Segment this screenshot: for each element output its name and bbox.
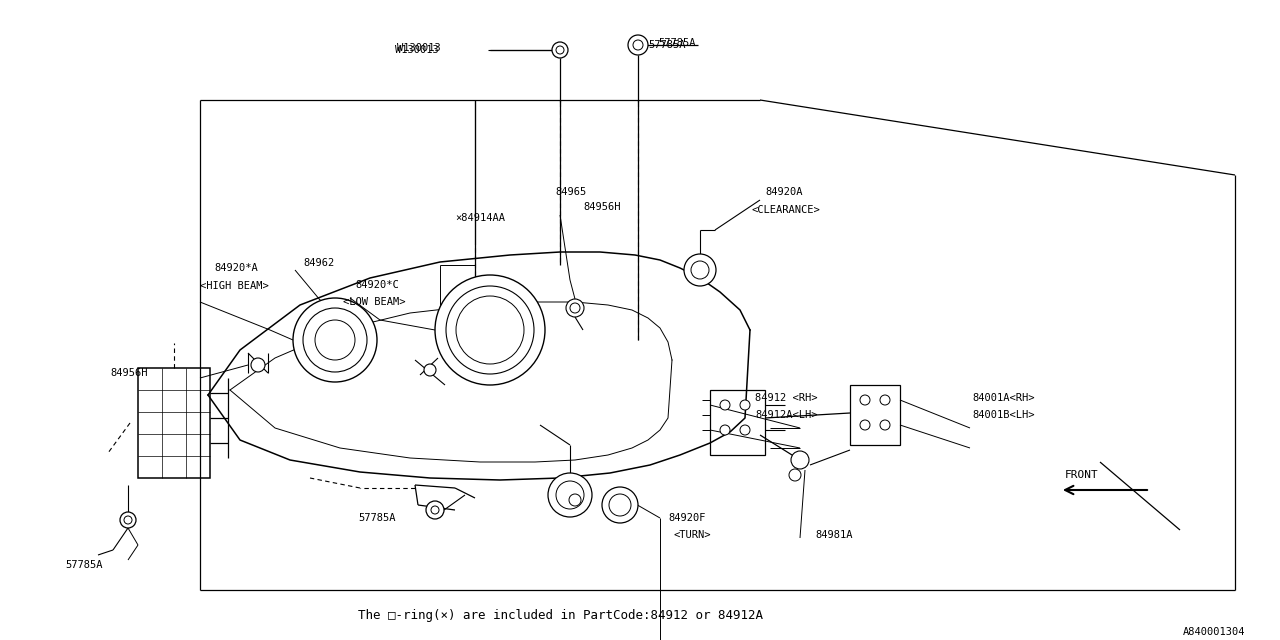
Circle shape (628, 35, 648, 55)
Text: 84956H: 84956H (582, 202, 621, 212)
Circle shape (684, 254, 716, 286)
Text: 84965: 84965 (556, 187, 586, 197)
Bar (710, 390, 765, 455)
Text: <TURN>: <TURN> (675, 530, 712, 540)
Text: 84956H: 84956H (110, 368, 147, 378)
Text: <LOW BEAM>: <LOW BEAM> (343, 297, 406, 307)
Circle shape (609, 494, 631, 516)
Text: 57785A: 57785A (658, 38, 695, 48)
Circle shape (788, 469, 801, 481)
Circle shape (570, 494, 581, 506)
Text: W130013: W130013 (396, 45, 439, 55)
Text: 57785A: 57785A (358, 513, 396, 523)
Circle shape (881, 420, 890, 430)
Circle shape (566, 299, 584, 317)
Text: 84920*C: 84920*C (355, 280, 399, 290)
Text: A840001304: A840001304 (1183, 627, 1245, 637)
Circle shape (740, 400, 750, 410)
Circle shape (691, 261, 709, 279)
Bar (850, 385, 900, 445)
Text: 84920*A: 84920*A (214, 263, 257, 273)
Circle shape (445, 286, 534, 374)
Text: 84962: 84962 (303, 258, 334, 268)
Text: 84920F: 84920F (668, 513, 705, 523)
Circle shape (602, 487, 637, 523)
Circle shape (293, 298, 378, 382)
Circle shape (548, 473, 591, 517)
Circle shape (791, 451, 809, 469)
Text: W130013: W130013 (397, 43, 440, 53)
Circle shape (719, 425, 730, 435)
Circle shape (556, 481, 584, 509)
Circle shape (719, 400, 730, 410)
Circle shape (570, 303, 580, 313)
Circle shape (424, 364, 436, 376)
Text: 84001A<RH>: 84001A<RH> (972, 393, 1034, 403)
Circle shape (634, 40, 643, 50)
Circle shape (456, 296, 524, 364)
Text: 84981A: 84981A (815, 530, 852, 540)
Circle shape (431, 506, 439, 514)
Circle shape (552, 42, 568, 58)
Text: <CLEARANCE>: <CLEARANCE> (753, 205, 820, 215)
Circle shape (124, 516, 132, 524)
Text: 84920A: 84920A (765, 187, 803, 197)
Text: <HIGH BEAM>: <HIGH BEAM> (200, 281, 269, 291)
Text: ×84914AA: ×84914AA (454, 213, 506, 223)
Text: 57785A: 57785A (648, 40, 686, 50)
Text: 84001B<LH>: 84001B<LH> (972, 410, 1034, 420)
Circle shape (315, 320, 355, 360)
Circle shape (740, 425, 750, 435)
Circle shape (251, 358, 265, 372)
Circle shape (426, 501, 444, 519)
Circle shape (881, 395, 890, 405)
Circle shape (860, 420, 870, 430)
Circle shape (435, 275, 545, 385)
Text: 84912A<LH>: 84912A<LH> (755, 410, 818, 420)
Circle shape (556, 46, 564, 54)
Text: FRONT: FRONT (1065, 470, 1098, 480)
Bar (138, 368, 210, 478)
Text: 57785A: 57785A (65, 560, 102, 570)
Circle shape (120, 512, 136, 528)
Text: 84912 <RH>: 84912 <RH> (755, 393, 818, 403)
Circle shape (303, 308, 367, 372)
Circle shape (860, 395, 870, 405)
Text: The □-ring(×) are included in PartCode:84912 or 84912A: The □-ring(×) are included in PartCode:8… (357, 609, 763, 621)
